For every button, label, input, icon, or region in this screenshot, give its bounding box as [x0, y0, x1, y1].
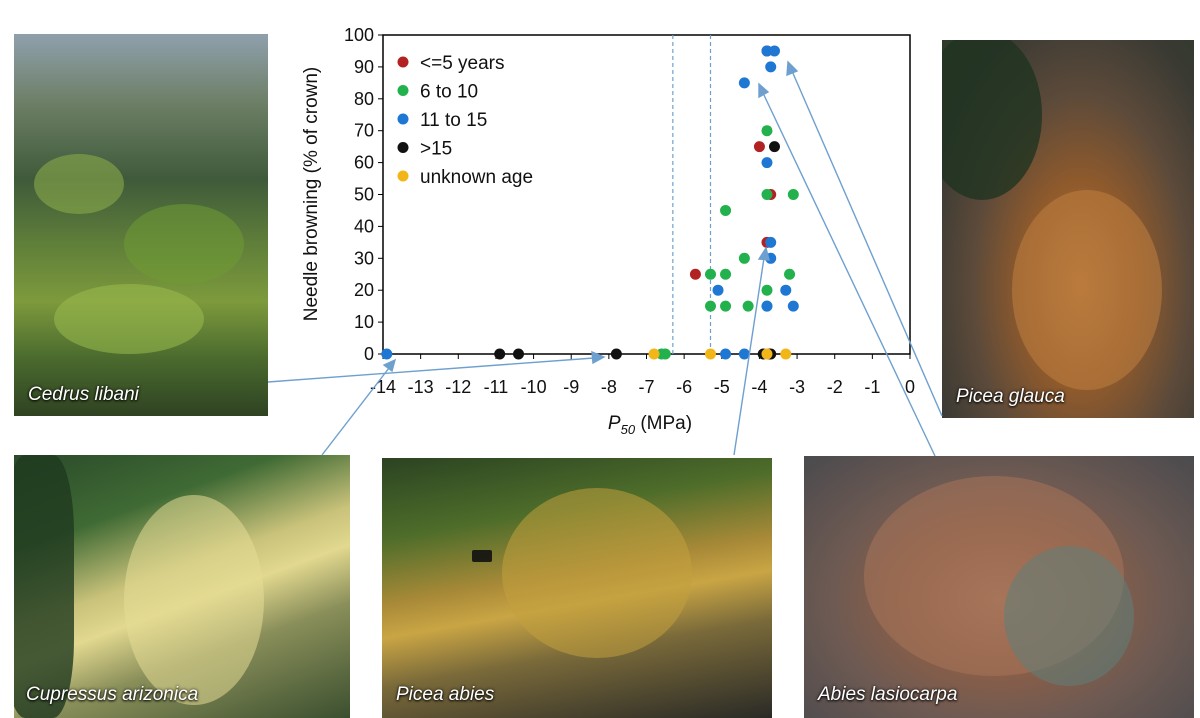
- data-point: [720, 348, 732, 360]
- x-tick-label: -12: [445, 377, 471, 397]
- x-tick-label: -3: [789, 377, 805, 397]
- legend-label: 6 to 10: [420, 82, 478, 103]
- y-axis-title: Needle browning (% of crown): [301, 67, 322, 322]
- data-point: [610, 348, 622, 360]
- photo-picea-glauca: Picea glauca: [942, 40, 1194, 418]
- arrowhead-cupressus: [382, 358, 397, 373]
- data-point: [704, 300, 716, 312]
- data-point: [787, 189, 799, 200]
- arrow-picea-abies: [733, 257, 765, 456]
- arrowhead-picea-abies: [757, 246, 770, 261]
- y-tick-label: 100: [344, 25, 374, 45]
- data-point: [761, 189, 773, 200]
- data-point: [738, 252, 750, 264]
- arrowhead-glauca: [786, 60, 799, 77]
- arrow-lasiocarpa: [762, 92, 936, 457]
- data-point: [494, 348, 506, 360]
- data-point: [768, 141, 780, 153]
- data-point: [720, 268, 732, 280]
- y-tick-label: 40: [354, 216, 374, 236]
- legend-label: unknown age: [420, 167, 533, 188]
- caption-cedrus-libani: Cedrus libani: [28, 384, 139, 405]
- data-point: [753, 141, 765, 153]
- x-tick-label: -9: [563, 377, 579, 397]
- caption-abies-lasiocarpa: Abies lasiocarpa: [818, 684, 958, 705]
- legend-marker: [397, 113, 409, 125]
- caption-picea-abies: Picea abies: [396, 684, 495, 705]
- data-point: [742, 300, 754, 312]
- photo-abies-lasiocarpa: Abies lasiocarpa: [804, 456, 1194, 718]
- x-tick-label: -2: [827, 377, 843, 397]
- data-point: [780, 284, 792, 296]
- arrowhead-lasiocarpa: [758, 82, 770, 99]
- y-tick-label: 30: [354, 248, 374, 268]
- data-point: [689, 268, 701, 280]
- x-tick-label: -8: [601, 377, 617, 397]
- legend-label: 11 to 15: [420, 110, 487, 131]
- data-point: [761, 157, 773, 169]
- data-point: [659, 348, 671, 360]
- arrow-cupressus: [321, 367, 390, 456]
- data-point: [720, 300, 732, 312]
- data-point: [720, 204, 732, 216]
- caption-picea-glauca: Picea glauca: [956, 386, 1065, 407]
- data-point: [712, 284, 724, 296]
- x-tick-label: -14: [370, 377, 396, 397]
- data-point: [761, 284, 773, 296]
- data-point: [761, 125, 773, 137]
- data-point: [704, 268, 716, 280]
- y-tick-label: 10: [354, 312, 374, 332]
- plot-area: [382, 34, 911, 355]
- data-point: [513, 348, 525, 360]
- x-axis-title: P50 (MPa): [608, 413, 692, 437]
- y-tick-label: 0: [364, 344, 374, 364]
- photo-cupressus-arizonica: Cupressus arizonica: [14, 455, 350, 718]
- x-tick-label: -1: [864, 377, 880, 397]
- legend-label: >15: [420, 139, 452, 160]
- legend-marker: [397, 170, 409, 182]
- x-tick-label: -6: [676, 377, 692, 397]
- data-point: [768, 45, 780, 57]
- data-point: [648, 348, 660, 360]
- x-tick-label: -11: [484, 377, 509, 397]
- legend-label: <=5 years: [420, 53, 505, 74]
- y-tick-label: 70: [354, 121, 374, 141]
- photo-cedrus-libani: Cedrus libani: [14, 34, 268, 416]
- y-tick-label: 90: [354, 57, 374, 77]
- data-point: [738, 77, 750, 89]
- legend-marker: [397, 142, 409, 153]
- data-point: [381, 348, 393, 360]
- legend-marker: [397, 85, 409, 96]
- x-tick-label: -7: [638, 377, 654, 397]
- caption-cupressus-arizonica: Cupressus arizonica: [26, 684, 199, 705]
- x-tick-label: -13: [408, 377, 434, 397]
- x-tick-label: 0: [905, 377, 915, 397]
- x-tick-label: -4: [751, 377, 767, 397]
- arrow-glauca: [791, 70, 943, 417]
- y-tick-label: 50: [354, 185, 374, 205]
- arrowhead-cedrus: [591, 350, 606, 365]
- y-tick-label: 20: [354, 280, 374, 300]
- arrow-cedrus: [267, 357, 595, 383]
- data-point: [704, 348, 716, 360]
- data-point: [761, 348, 773, 360]
- data-point: [765, 61, 777, 73]
- annotation-arrows: [267, 60, 943, 457]
- data-point: [787, 300, 799, 312]
- photo-picea-abies: Picea abies: [382, 458, 772, 718]
- x-tick-label: -10: [521, 377, 547, 397]
- data-point: [761, 45, 773, 57]
- data-point: [780, 348, 792, 360]
- legend-marker: [397, 56, 409, 68]
- y-tick-label: 80: [354, 89, 374, 109]
- data-point: [765, 236, 777, 248]
- x-tick-label: -5: [714, 377, 730, 397]
- data-point: [761, 300, 773, 312]
- data-point: [784, 268, 796, 280]
- data-point: [738, 348, 750, 360]
- y-tick-label: 60: [354, 153, 374, 173]
